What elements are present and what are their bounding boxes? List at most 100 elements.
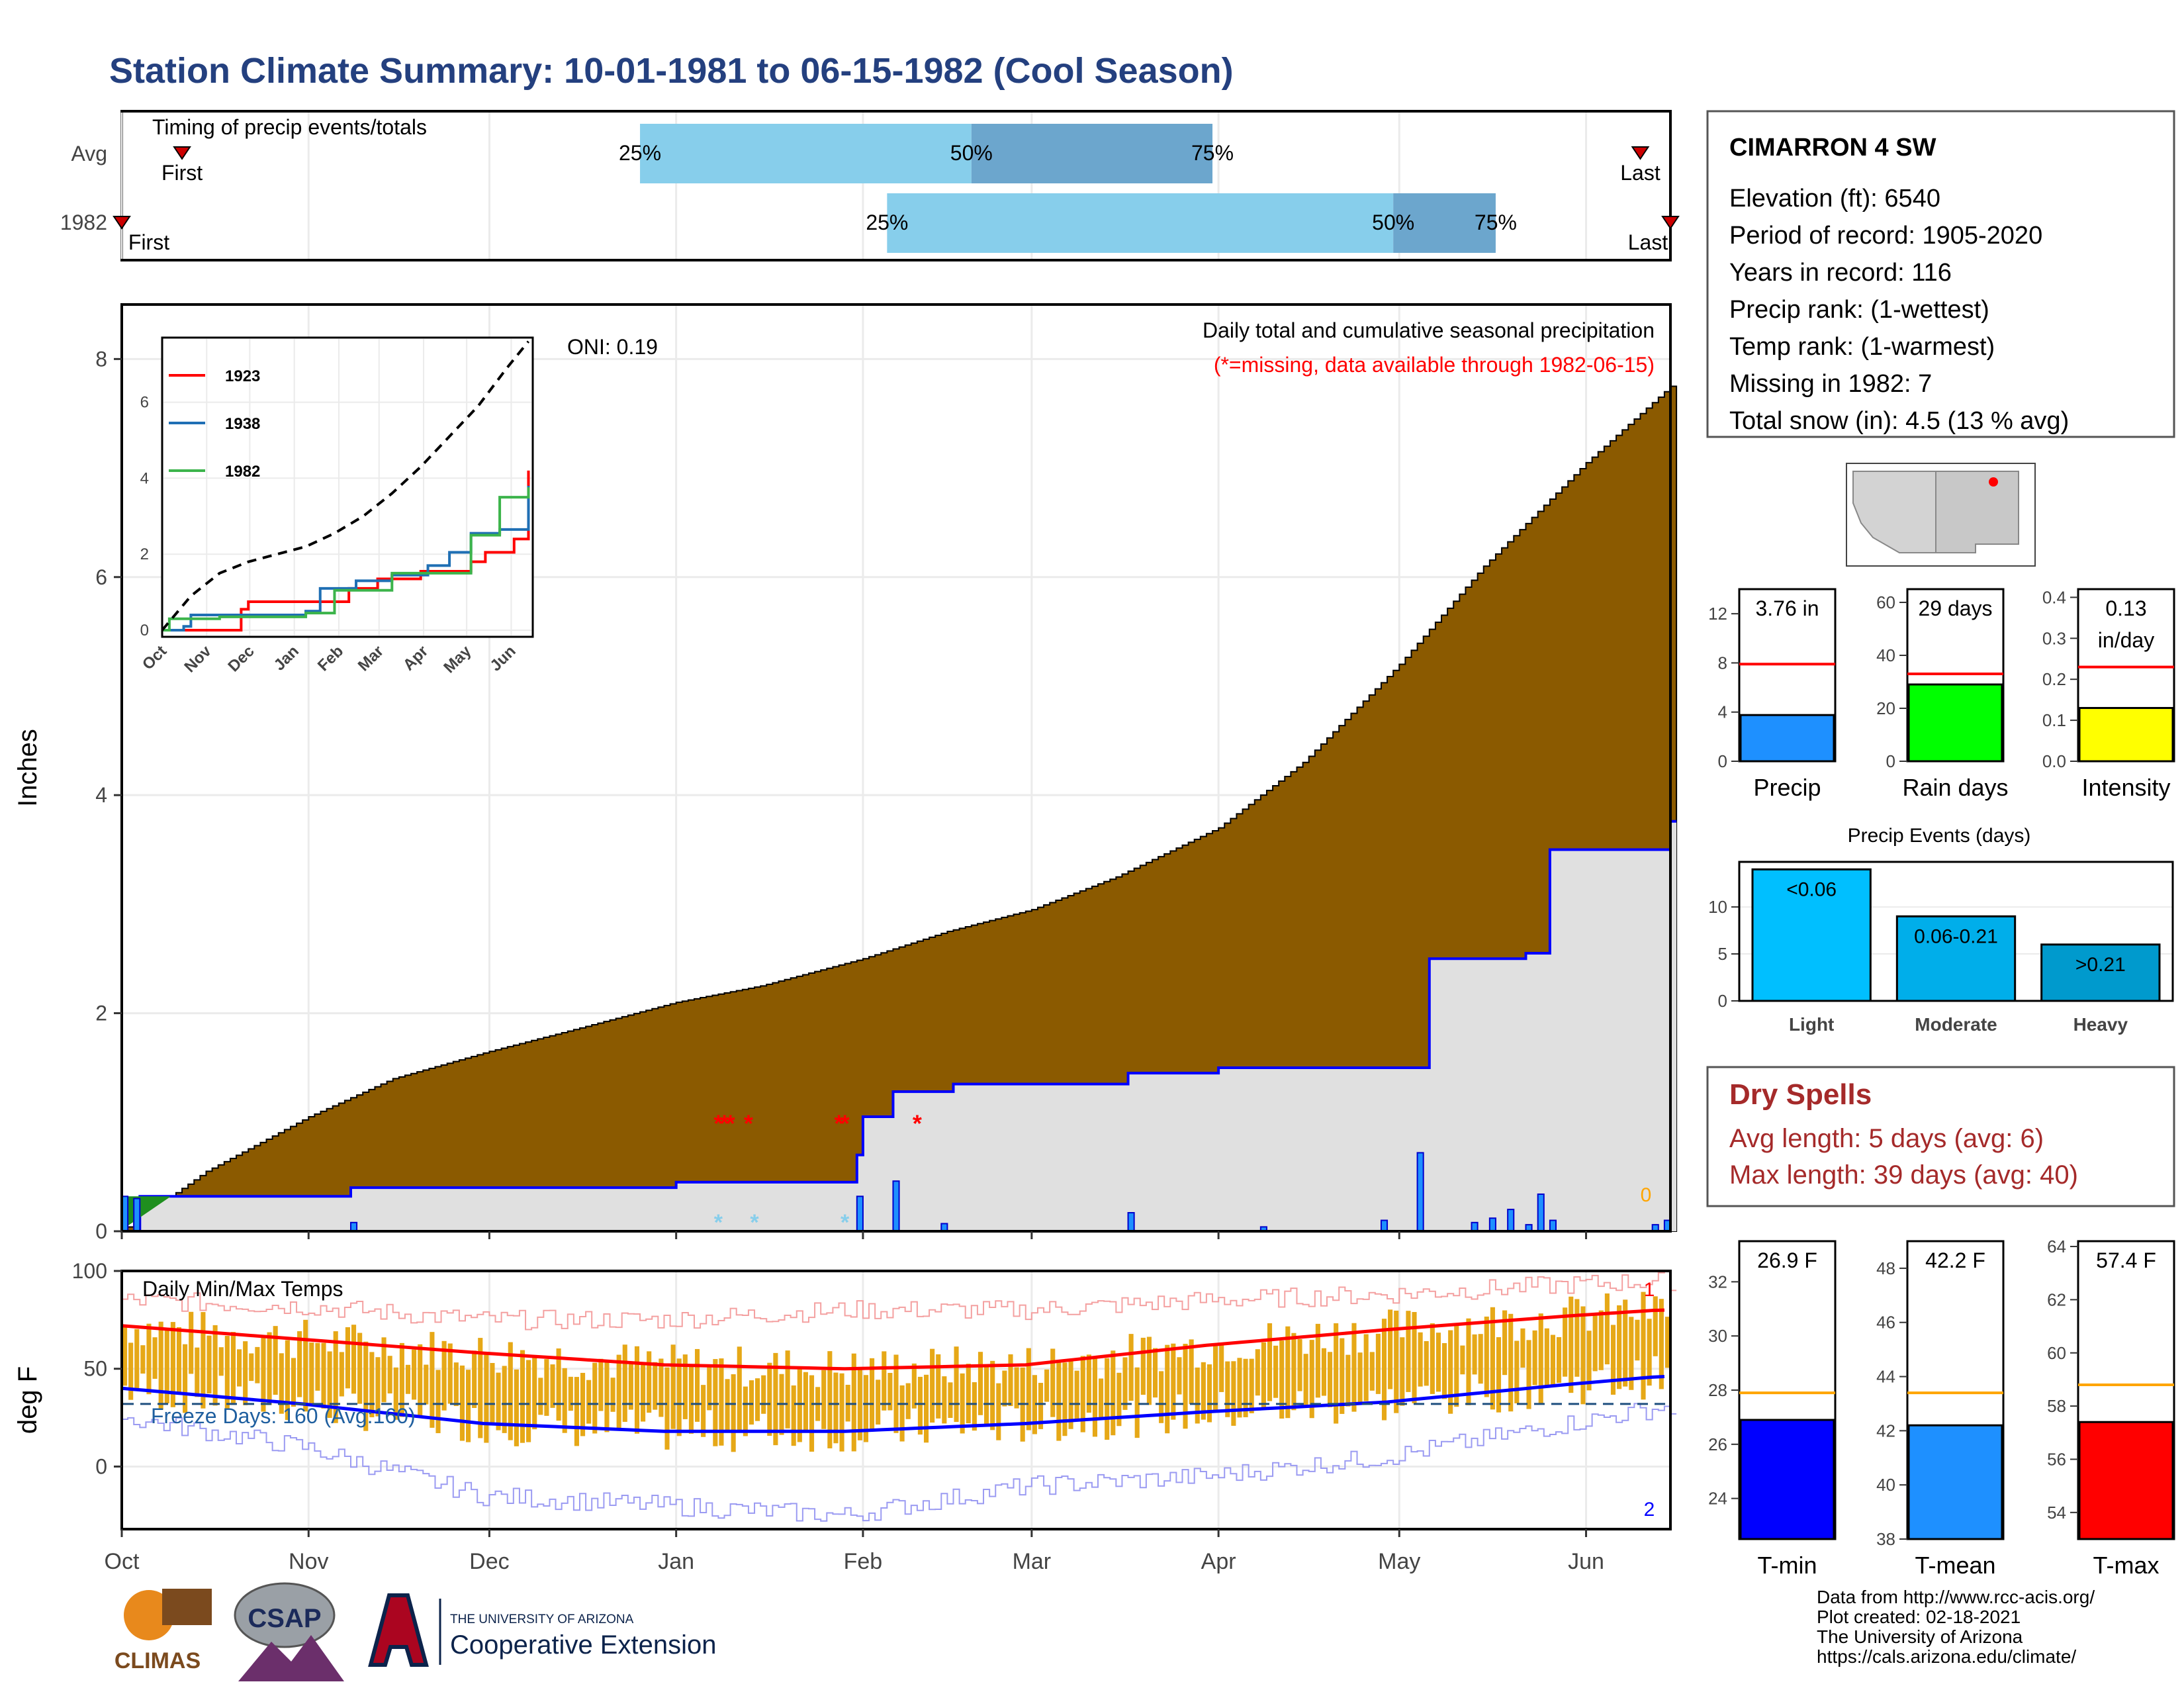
daily-temp-bar <box>1448 1330 1453 1414</box>
timing-last-label-Avg: Last <box>1620 161 1661 185</box>
timing-bar-50-75-Avg <box>971 124 1213 183</box>
daily-temp-bar <box>1430 1323 1435 1394</box>
missing-snow-marker: * <box>750 1210 759 1235</box>
daily-temp-bar <box>1466 1318 1471 1405</box>
daily-temp-bar <box>261 1337 266 1412</box>
freeze-days-label: Freeze Days: 160 (Avg:160) <box>151 1404 416 1428</box>
daily-temp-bar <box>447 1343 453 1404</box>
inset-legend-label-1938: 1938 <box>225 415 260 433</box>
temp-y-tick-label-0: 0 <box>95 1454 107 1478</box>
daily-temp-bar <box>526 1360 531 1442</box>
daily-temp-bar <box>291 1358 296 1407</box>
daily-temp-bar <box>743 1386 748 1436</box>
daily-temp-bar <box>1267 1323 1273 1401</box>
missing-snow-marker: * <box>714 1210 723 1235</box>
daily-temp-bar <box>876 1380 881 1425</box>
temp-min-bar <box>1739 1419 1835 1540</box>
daily-precip-bar <box>856 1196 864 1232</box>
month-label-jun: Jun <box>1568 1549 1604 1574</box>
daily-temp-bar <box>1557 1336 1562 1383</box>
locator-map <box>1846 463 2036 567</box>
daily-temp-bar <box>1357 1352 1363 1404</box>
daily-temp-bar <box>333 1331 338 1423</box>
events-bar-label-heavy: Heavy <box>2073 1014 2128 1035</box>
temp-y-tick-label-50: 50 <box>83 1357 107 1381</box>
daily-temp-bar <box>1435 1333 1441 1392</box>
daily-temp-bar <box>1032 1375 1037 1434</box>
daily-temp-bar <box>1080 1356 1085 1432</box>
daily-temp-bar <box>1201 1362 1206 1420</box>
daily-temp-bar <box>797 1368 802 1442</box>
timing-label-25-Avg: 25% <box>619 141 661 165</box>
daily-temp-bar <box>327 1351 332 1418</box>
daily-temp-bar <box>152 1337 158 1379</box>
daily-temp-bar <box>1243 1358 1248 1417</box>
timing-last-label-1982: Last <box>1628 230 1668 254</box>
precip-frame <box>120 303 1672 1233</box>
daily-temp-bar <box>375 1357 381 1417</box>
daily-temp-bar <box>1520 1328 1525 1368</box>
daily-temp-bar <box>321 1342 326 1409</box>
daily-temp-bar <box>936 1354 941 1419</box>
daily-temp-bar <box>538 1378 543 1415</box>
daily-precip-bar <box>1488 1217 1496 1233</box>
precip-y-tick-label-6: 6 <box>95 565 107 589</box>
inset-background <box>162 338 533 637</box>
daily-temp-bar <box>870 1358 875 1431</box>
daily-temp-bar <box>1092 1358 1098 1437</box>
temp-max-bar <box>2078 1421 2174 1540</box>
daily-temp-bar <box>1418 1332 1423 1387</box>
timing-bar-25-50-Avg <box>640 124 972 183</box>
station-info-box: CIMARRON 4 SW Elevation (ft): 6540 Perio… <box>1706 110 2175 438</box>
daily-temp-bar <box>418 1344 423 1418</box>
daily-temp-bar <box>676 1358 682 1436</box>
daily-temp-bar <box>1315 1323 1320 1398</box>
average-cumulative-area <box>122 385 1678 1232</box>
daily-temp-bar <box>1128 1334 1134 1401</box>
daily-temp-bar <box>972 1382 977 1431</box>
mini-precip-tick-label-12: 12 <box>1708 604 1727 624</box>
daily-temp-bar <box>882 1351 887 1411</box>
daily-temp-bar <box>803 1372 808 1431</box>
daily-temp-bar <box>1574 1299 1580 1377</box>
daily-temp-bar <box>749 1380 754 1425</box>
daily-temp-bar <box>1484 1316 1489 1397</box>
daily-temp-bar <box>1544 1328 1549 1388</box>
daily-temp-bar <box>1140 1337 1146 1395</box>
dry-spells-avg: Avg length: 5 days (avg: 6) <box>1729 1124 2044 1153</box>
observed-cumulative-area <box>122 821 1677 1231</box>
daily-temp-bar <box>1375 1333 1381 1394</box>
daily-temp-bar <box>1002 1370 1007 1407</box>
footer-line-4: https://cals.arizona.edu/climate/ <box>1817 1646 2076 1667</box>
daily-temp-bar <box>917 1376 923 1435</box>
daily-temp-bar <box>1261 1342 1266 1409</box>
temp-max-tick-label-58: 58 <box>2047 1396 2066 1416</box>
timing-first-label-1982: First <box>128 230 169 254</box>
daily-temp-bar <box>195 1347 200 1397</box>
temp-y-tick-label-100: 100 <box>72 1259 107 1283</box>
daily-temp-bar <box>960 1373 965 1434</box>
daily-temp-bar <box>785 1350 790 1429</box>
mini-rain-days-axis-label: Rain days <box>1902 774 2008 801</box>
inset-y-tick-label-2: 2 <box>140 545 149 563</box>
footer: CLIMAS CSAP THE UNIVERSITY OF ARIZONA Co… <box>114 1582 2095 1681</box>
daily-temp-bar <box>1472 1334 1477 1375</box>
daily-temp-bar <box>1580 1306 1586 1405</box>
daily-temp-bar <box>1569 1296 1574 1393</box>
daily-temp-bar <box>1412 1311 1417 1403</box>
daily-temp-bar <box>767 1362 772 1436</box>
daily-temp-bar <box>1460 1345 1465 1375</box>
daily-temp-bar <box>996 1383 1001 1440</box>
daily-temp-bar <box>435 1370 441 1434</box>
daily-temp-bar <box>176 1327 182 1394</box>
daily-precip-bar <box>1537 1194 1545 1232</box>
events-bar-heavy <box>2040 943 2161 1002</box>
daily-temp-bar <box>809 1375 815 1452</box>
month-label-nov: Nov <box>289 1549 328 1574</box>
temp-title: Daily Min/Max Temps <box>142 1277 343 1301</box>
csap-logo: CSAP <box>234 1582 344 1681</box>
daily-temp-bar <box>1279 1340 1285 1419</box>
daily-temp-bar <box>1394 1310 1399 1413</box>
daily-temp-bar <box>1328 1352 1333 1407</box>
